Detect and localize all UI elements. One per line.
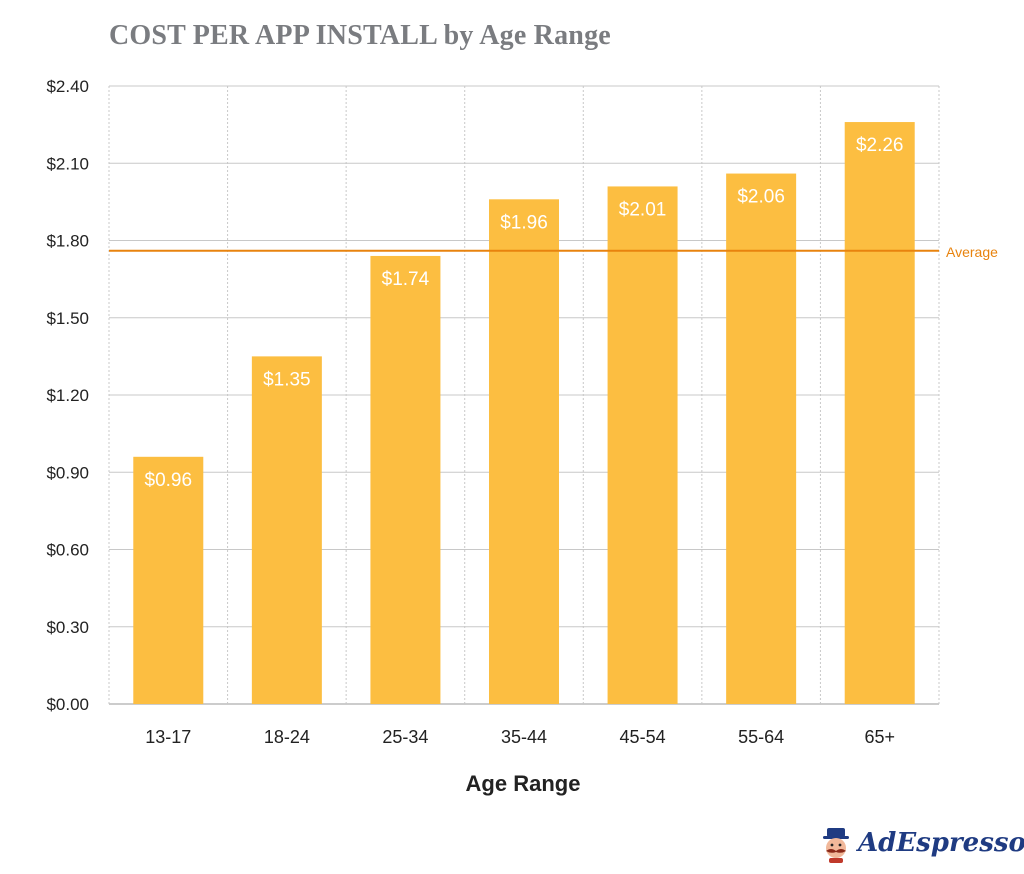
x-tick-label: 18-24: [264, 727, 310, 747]
bar: [607, 186, 678, 705]
average-label: Average: [946, 244, 998, 260]
x-axis-label: Age Range: [466, 771, 581, 796]
bar: [370, 255, 441, 704]
y-tick-label: $1.80: [46, 232, 89, 251]
brand-logo: AdEspresso: [818, 826, 1024, 866]
x-tick-label: 25-34: [382, 727, 428, 747]
data-label: $0.96: [145, 470, 193, 491]
data-label: $2.01: [619, 199, 667, 220]
x-tick-label: 35-44: [501, 727, 547, 747]
x-tick-label: 45-54: [620, 727, 666, 747]
bar: [844, 122, 915, 705]
bar: [489, 199, 559, 705]
y-tick-label: $0.00: [46, 695, 89, 714]
y-tick-label: $0.60: [46, 541, 89, 560]
bar: [133, 456, 204, 704]
data-label: $1.74: [382, 269, 430, 290]
bar: [726, 173, 797, 705]
x-tick-label: 65+: [864, 727, 895, 747]
data-label: $2.06: [737, 187, 785, 208]
x-tick-label: 13-17: [145, 727, 191, 747]
y-tick-label: $1.50: [46, 309, 89, 328]
axes: $0.00 $0.30 $0.60 $0.90 $1.20 $1.50 $1.80 $2.10…: [46, 77, 895, 747]
x-tick-label: 55-64: [738, 727, 784, 747]
data-label: $1.96: [500, 212, 548, 233]
bars: [133, 122, 915, 705]
data-label: $1.35: [263, 369, 311, 390]
bar: [251, 356, 322, 704]
average-line-group: Average: [109, 244, 998, 260]
y-tick-label: $0.30: [46, 618, 89, 637]
y-tick-label: $2.10: [46, 154, 89, 173]
brand-name: AdEspresso: [858, 828, 1024, 858]
data-labels: $0.96 $1.35 $1.74 $1.96 $2.01 $2.06 $2.26: [145, 135, 904, 491]
data-label: $2.26: [856, 135, 904, 156]
y-tick-label: $0.90: [46, 463, 89, 482]
y-tick-label: $1.20: [46, 386, 89, 405]
y-tick-label: $2.40: [46, 77, 89, 96]
chart-title: COST PER APP INSTALL by Age Range: [109, 20, 611, 51]
mascot-icon: [823, 828, 849, 863]
